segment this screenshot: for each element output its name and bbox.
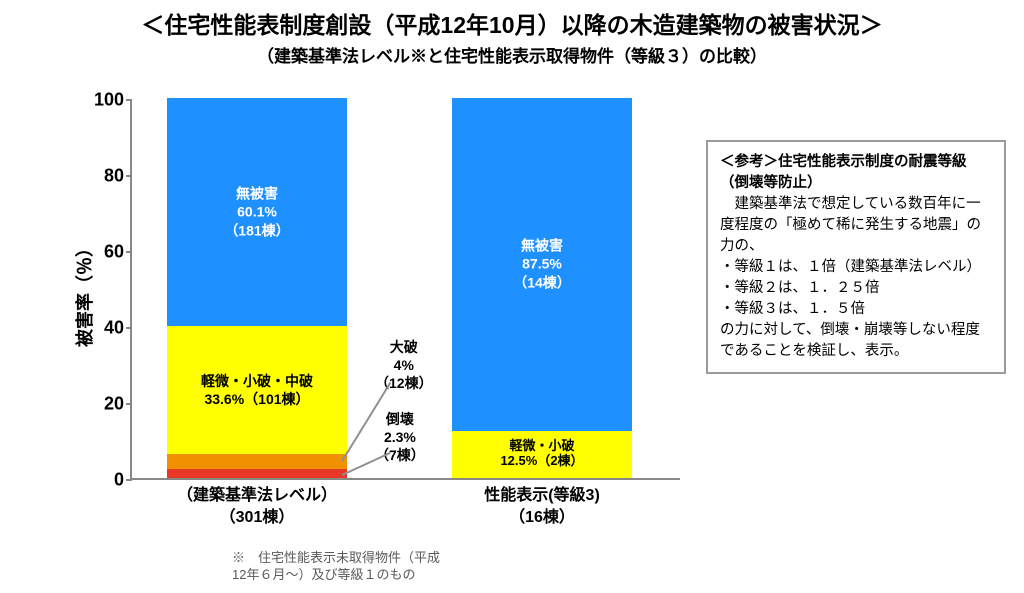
y-tick-label: 80: [84, 166, 124, 187]
footnote: ※ 住宅性能表示未取得物件（平成12年６月～）及び等級１のもの: [232, 550, 440, 584]
y-tick-mark: [126, 99, 132, 101]
bar-grade3: 軽微・小破12.5%（2棟） 無被害87.5%（14棟）: [452, 98, 632, 478]
segment-無被害: 無被害60.1%（181棟）: [167, 98, 347, 326]
segment-label: 軽微・小破12.5%（2棟）: [452, 439, 632, 469]
segment-label: 無被害60.1%（181棟）: [167, 185, 347, 240]
y-tick-mark: [126, 327, 132, 329]
x-category-label: 性能表示(等級3)（16棟）: [432, 485, 652, 530]
x-category-label: （建築基準法レベル）（301棟）: [147, 485, 367, 530]
plot-region: 020406080100軽微・小破・中破33.6%（101棟）無被害60.1%（…: [130, 100, 680, 480]
y-tick-label: 60: [84, 242, 124, 263]
segment-倒壊: [167, 469, 347, 478]
segment-大破: [167, 454, 347, 469]
y-tick-mark: [126, 251, 132, 253]
y-tick-label: 0: [84, 470, 124, 491]
chart-area: 被害率（％） 020406080100軽微・小破・中破33.6%（101棟）無被…: [60, 80, 680, 530]
chart-subtitle: （建築基準法レベル※と住宅性能表示取得物件（等級３）の比較）: [0, 42, 1024, 67]
y-tick-label: 100: [84, 90, 124, 111]
segment-label: 軽微・小破・中破33.6%（101棟）: [167, 372, 347, 408]
y-tick-label: 40: [84, 318, 124, 339]
y-tick-mark: [126, 479, 132, 481]
reference-info-box: ＜参考＞住宅性能表示制度の耐震等級（倒壊等防止） 建築基準法で想定している数百年…: [706, 140, 1006, 374]
y-tick-mark: [126, 175, 132, 177]
chart-title: ＜住宅性能表制度創設（平成12年10月）以降の木造建築物の被害状況＞: [0, 6, 1024, 40]
segment-label: 無被害87.5%（14棟）: [452, 237, 632, 292]
info-box-body: 建築基準法で想定している数百年に一度程度の「極めて稀に発生する地震」の力の、・等…: [720, 194, 992, 362]
segment-無被害: 無被害87.5%（14棟）: [452, 98, 632, 431]
y-tick-mark: [126, 403, 132, 405]
segment-軽微・小破: 軽微・小破12.5%（2棟）: [452, 431, 632, 479]
info-box-heading: ＜参考＞住宅性能表示制度の耐震等級（倒壊等防止）: [720, 152, 992, 194]
y-tick-label: 20: [84, 394, 124, 415]
bar-std: 軽微・小破・中破33.6%（101棟） 無被害60.1%（181棟）: [167, 98, 347, 478]
segment-軽微・小破・中破: 軽微・小破・中破33.6%（101棟）: [167, 326, 347, 454]
callout-label: 大破4%（12棟）: [375, 338, 433, 393]
